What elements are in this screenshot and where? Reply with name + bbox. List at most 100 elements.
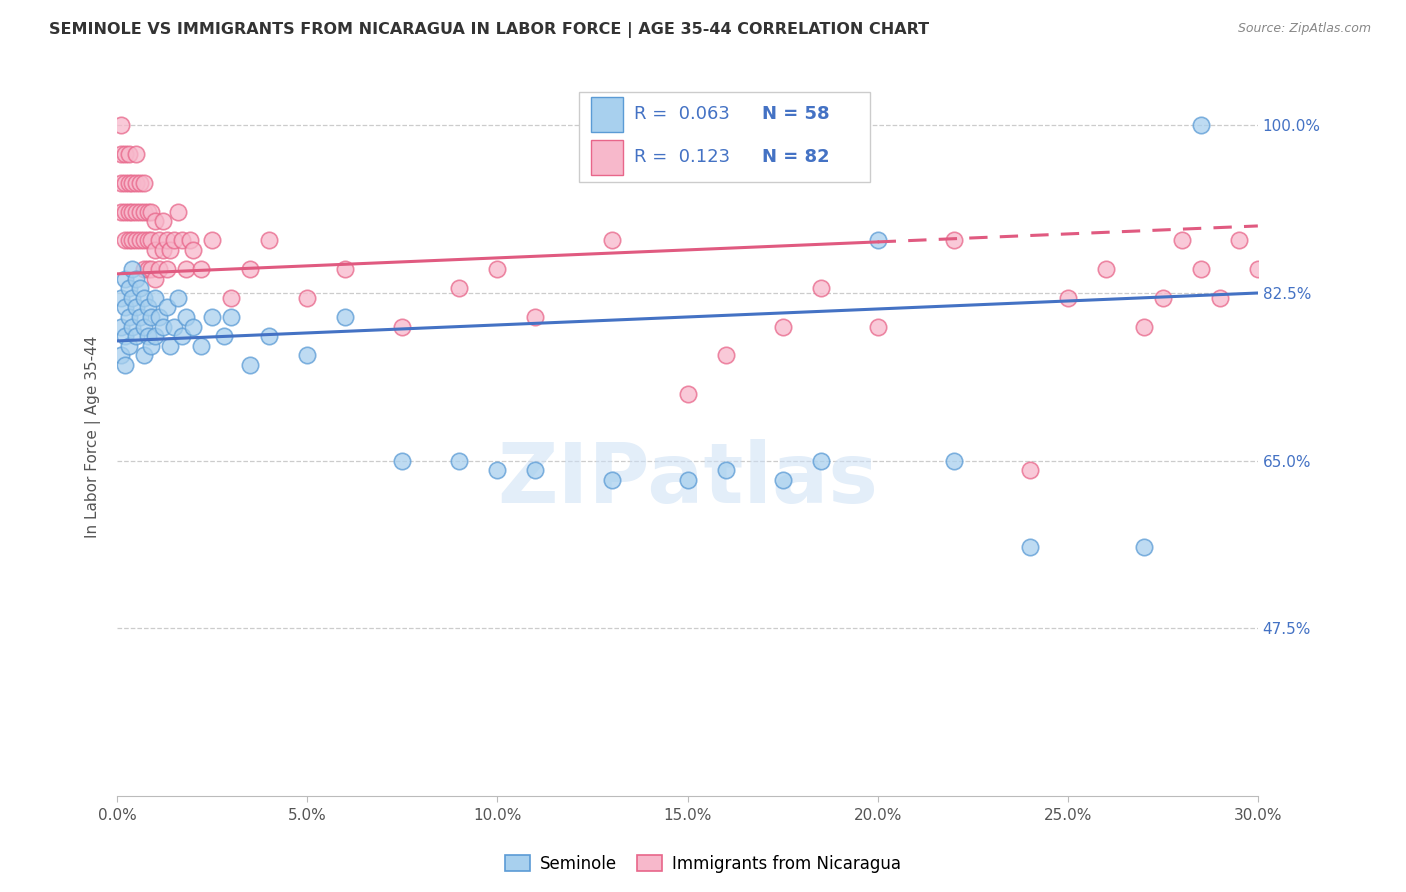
Point <box>159 243 181 257</box>
Y-axis label: In Labor Force | Age 35-44: In Labor Force | Age 35-44 <box>86 335 101 538</box>
Point <box>866 319 889 334</box>
Point <box>118 339 141 353</box>
Point <box>129 281 152 295</box>
Point <box>152 319 174 334</box>
Point <box>714 348 737 362</box>
Point <box>170 329 193 343</box>
Point <box>1189 262 1212 277</box>
Point <box>1209 291 1232 305</box>
Point <box>600 233 623 247</box>
Point <box>524 463 547 477</box>
Text: ZIPatlas: ZIPatlas <box>498 440 879 520</box>
Point <box>297 348 319 362</box>
Point <box>174 262 197 277</box>
Point <box>114 204 136 219</box>
Point <box>125 271 148 285</box>
Point <box>1265 291 1288 305</box>
Legend: Seminole, Immigrants from Nicaragua: Seminole, Immigrants from Nicaragua <box>498 848 908 880</box>
Point <box>141 262 163 277</box>
Point <box>156 262 179 277</box>
Point <box>125 329 148 343</box>
Point <box>772 319 794 334</box>
Point <box>486 262 509 277</box>
Point <box>212 329 235 343</box>
Point <box>114 329 136 343</box>
Point <box>143 291 166 305</box>
Point <box>676 386 699 401</box>
Point <box>190 262 212 277</box>
Point <box>159 339 181 353</box>
Point <box>1152 291 1174 305</box>
Point <box>297 291 319 305</box>
Point <box>190 339 212 353</box>
Point <box>449 281 471 295</box>
Point <box>148 233 170 247</box>
Point <box>810 453 832 467</box>
Text: N = 82: N = 82 <box>762 148 830 167</box>
Point <box>125 301 148 315</box>
Point <box>942 233 965 247</box>
Point <box>114 271 136 285</box>
Point <box>129 233 152 247</box>
Point <box>174 310 197 324</box>
Point <box>152 243 174 257</box>
Point <box>121 319 143 334</box>
Point <box>132 348 155 362</box>
Point <box>156 301 179 315</box>
Point <box>118 147 141 161</box>
Point <box>132 319 155 334</box>
Point <box>141 310 163 324</box>
Point <box>110 204 132 219</box>
Point <box>118 310 141 324</box>
Point <box>129 176 152 190</box>
Point <box>143 271 166 285</box>
Point <box>141 339 163 353</box>
Point <box>132 233 155 247</box>
Point <box>486 463 509 477</box>
Point <box>118 281 141 295</box>
Point <box>156 233 179 247</box>
Point <box>125 233 148 247</box>
Point <box>1171 233 1194 247</box>
Point <box>1303 233 1326 247</box>
Point <box>942 453 965 467</box>
Point <box>163 319 186 334</box>
Point <box>152 214 174 228</box>
Text: R =  0.123: R = 0.123 <box>634 148 730 167</box>
Text: R =  0.063: R = 0.063 <box>634 105 730 123</box>
Point <box>136 233 159 247</box>
Point <box>866 233 889 247</box>
FancyBboxPatch shape <box>579 92 870 182</box>
Point <box>201 233 224 247</box>
Point <box>1018 463 1040 477</box>
Point <box>181 243 204 257</box>
Point <box>201 310 224 324</box>
Point <box>259 329 281 343</box>
Point <box>391 453 413 467</box>
Point <box>136 329 159 343</box>
Point <box>141 233 163 247</box>
Point <box>1189 119 1212 133</box>
Point <box>449 453 471 467</box>
Point <box>136 204 159 219</box>
Point <box>110 291 132 305</box>
Point <box>391 319 413 334</box>
Point <box>136 262 159 277</box>
Point <box>772 473 794 487</box>
Point <box>132 176 155 190</box>
Point <box>121 262 143 277</box>
Point <box>125 176 148 190</box>
Point <box>118 233 141 247</box>
Point <box>1094 262 1116 277</box>
Point <box>676 473 699 487</box>
Point <box>335 262 357 277</box>
Point <box>179 233 201 247</box>
Point <box>1133 319 1156 334</box>
FancyBboxPatch shape <box>591 140 623 175</box>
Point <box>259 233 281 247</box>
Point <box>121 233 143 247</box>
Point <box>129 310 152 324</box>
Point <box>129 204 152 219</box>
Point <box>1247 262 1270 277</box>
Point <box>1133 540 1156 554</box>
